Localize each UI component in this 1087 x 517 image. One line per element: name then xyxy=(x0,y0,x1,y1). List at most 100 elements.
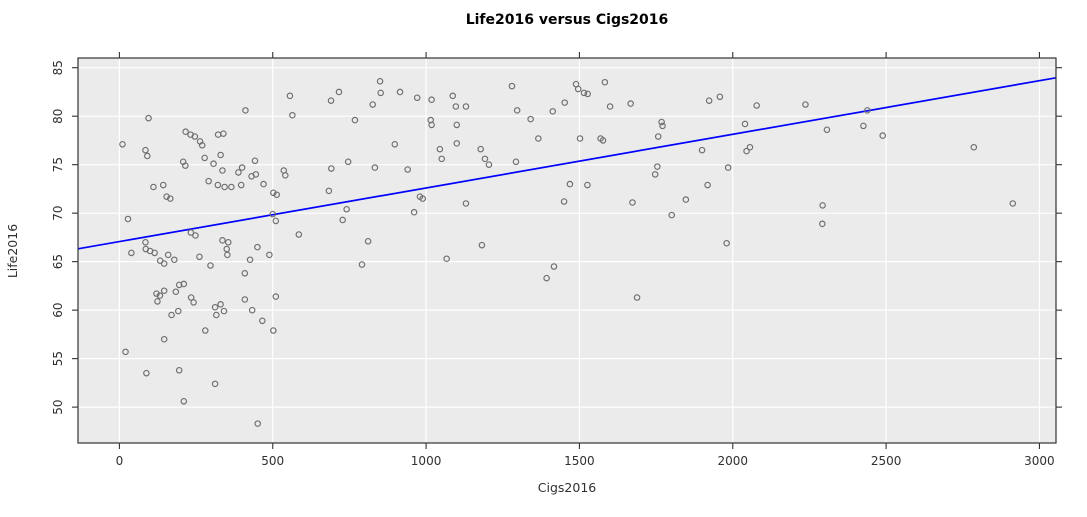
data-point xyxy=(196,253,203,261)
data-point xyxy=(508,82,516,90)
x-tick-label: 3000 xyxy=(1024,454,1055,468)
data-point xyxy=(654,133,662,140)
data-point xyxy=(237,181,245,189)
data-point xyxy=(561,99,568,106)
data-point xyxy=(339,216,346,224)
data-point xyxy=(124,215,132,223)
data-point xyxy=(160,335,168,343)
data-point xyxy=(668,211,676,219)
x-axis-title: Cigs2016 xyxy=(538,480,597,495)
data-point xyxy=(658,118,665,126)
data-point xyxy=(481,155,489,163)
data-point xyxy=(325,187,333,195)
data-point xyxy=(241,270,249,277)
data-point xyxy=(716,93,724,101)
data-point xyxy=(154,298,161,305)
data-point xyxy=(351,116,359,124)
data-point xyxy=(205,177,212,185)
data-point xyxy=(970,143,978,151)
data-point xyxy=(419,195,426,202)
panel-background xyxy=(78,58,1056,443)
data-point xyxy=(436,145,444,153)
data-point xyxy=(122,348,129,356)
data-point xyxy=(246,256,254,263)
data-point xyxy=(220,130,227,137)
data-point xyxy=(741,120,749,128)
data-point xyxy=(449,92,457,100)
data-point xyxy=(343,206,350,213)
data-point xyxy=(601,78,609,86)
data-point xyxy=(192,232,199,239)
data-point xyxy=(213,311,220,319)
data-point xyxy=(654,163,661,170)
data-point xyxy=(879,132,887,139)
data-point xyxy=(396,88,404,96)
data-point xyxy=(175,366,183,374)
data-point xyxy=(543,274,550,282)
data-point xyxy=(369,101,376,108)
data-point xyxy=(248,306,256,314)
y-tick-label: 70 xyxy=(51,206,65,221)
data-point xyxy=(574,85,582,93)
data-point xyxy=(164,251,172,259)
data-point xyxy=(477,145,484,153)
data-point xyxy=(428,121,435,129)
data-point xyxy=(705,97,713,104)
data-point xyxy=(142,238,149,246)
data-point xyxy=(485,161,493,168)
data-point xyxy=(219,167,226,174)
data-point xyxy=(1009,200,1017,207)
x-tick-label: 500 xyxy=(261,454,284,468)
data-point xyxy=(453,140,461,147)
data-point xyxy=(220,307,228,315)
data-point xyxy=(217,301,224,308)
data-point xyxy=(410,208,418,216)
data-point xyxy=(251,157,259,165)
y-tick-label: 65 xyxy=(51,254,65,269)
data-point xyxy=(187,229,195,236)
data-point xyxy=(252,171,260,178)
data-point xyxy=(224,251,231,259)
data-point xyxy=(150,183,157,191)
data-point xyxy=(651,171,659,178)
data-point xyxy=(527,115,534,123)
data-point xyxy=(404,166,411,173)
data-point xyxy=(151,249,158,257)
y-axis-title: Life2016 xyxy=(5,224,20,278)
data-point xyxy=(377,89,384,97)
data-point xyxy=(182,128,189,135)
data-point xyxy=(550,263,558,270)
data-point xyxy=(584,90,591,98)
data-point xyxy=(860,122,867,130)
x-tick-label: 2000 xyxy=(717,454,748,468)
data-point xyxy=(153,290,160,297)
data-point xyxy=(191,133,199,140)
data-point xyxy=(168,311,175,319)
data-point xyxy=(211,303,219,311)
data-point xyxy=(242,107,249,114)
panel-border xyxy=(77,57,1057,444)
data-point xyxy=(160,287,168,295)
data-point xyxy=(160,260,168,267)
data-point xyxy=(180,280,188,288)
data-point xyxy=(144,152,151,160)
data-point xyxy=(358,261,366,268)
data-point xyxy=(238,164,246,171)
data-point xyxy=(207,262,214,269)
data-point xyxy=(228,183,235,191)
data-point xyxy=(145,114,152,122)
data-point xyxy=(211,380,219,388)
data-point xyxy=(269,210,277,218)
data-point xyxy=(254,420,261,427)
data-point xyxy=(221,183,228,191)
data-point xyxy=(142,146,149,154)
data-point xyxy=(512,158,520,166)
data-point xyxy=(566,180,574,188)
data-point xyxy=(428,96,435,103)
data-point xyxy=(819,202,826,209)
data-point xyxy=(606,103,614,110)
data-point xyxy=(171,256,178,263)
data-point xyxy=(327,97,335,104)
